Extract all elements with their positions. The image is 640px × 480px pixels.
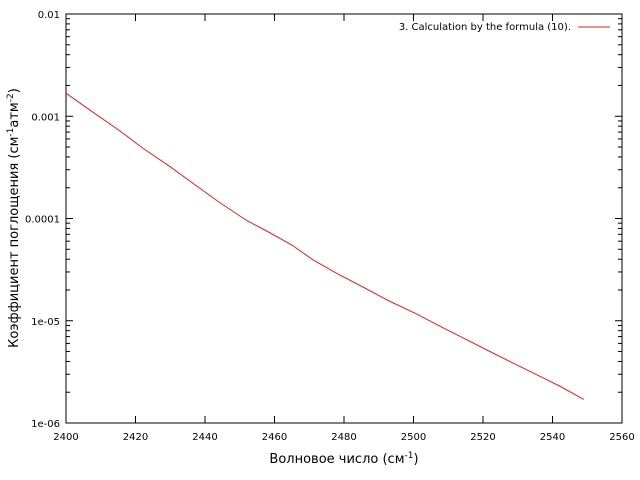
x-tick-label: 2440 xyxy=(192,432,217,443)
x-axis-ticks: 2400 2420 2440 2460 2480 2500 2520 2540 2560 xyxy=(53,14,635,443)
y-tick-label: 1e-05 xyxy=(31,317,60,328)
x-tick-label: 2420 xyxy=(123,432,148,443)
series-line xyxy=(65,92,585,400)
x-axis-label: Волновое число (см-1) xyxy=(269,451,418,467)
legend: 3. Calculation by the formula (10). xyxy=(399,22,610,33)
y-tick-label: 0.0001 xyxy=(25,215,60,226)
y-axis-label-end: ) xyxy=(7,88,22,93)
x-axis-label-sup: -1 xyxy=(405,451,414,461)
y-tick-label: 0.001 xyxy=(31,112,60,123)
x-tick-label: 2540 xyxy=(540,432,565,443)
x-tick-label: 2520 xyxy=(470,432,495,443)
x-tick-label: 2480 xyxy=(331,432,356,443)
y-tick-label: 1e-06 xyxy=(31,419,60,430)
legend-label: 3. Calculation by the formula (10). xyxy=(399,22,571,33)
y-axis-label-part1: Коэффициент поглощения (см xyxy=(7,137,22,348)
x-tick-label: 2400 xyxy=(53,432,78,443)
y-axis-label-sup2: -2 xyxy=(6,93,16,102)
x-axis-label-end: ) xyxy=(413,452,418,467)
x-tick-label: 2500 xyxy=(401,432,426,443)
series-layer xyxy=(65,92,585,400)
y-tick-label: 0.01 xyxy=(38,10,60,21)
y-axis-label: Коэффициент поглощения (см-1атм-2) xyxy=(6,88,22,348)
y-axis-label-part2: атм xyxy=(7,102,22,127)
y-axis-ticks: 1e-06 1e-05 0.0001 0.001 0.01 xyxy=(25,10,622,430)
x-axis-label-main: Волновое число (см xyxy=(269,452,404,467)
x-tick-label: 2560 xyxy=(609,432,634,443)
plot-frame xyxy=(65,13,623,424)
y-axis-label-sup1: -1 xyxy=(6,128,16,137)
x-tick-label: 2460 xyxy=(262,432,287,443)
